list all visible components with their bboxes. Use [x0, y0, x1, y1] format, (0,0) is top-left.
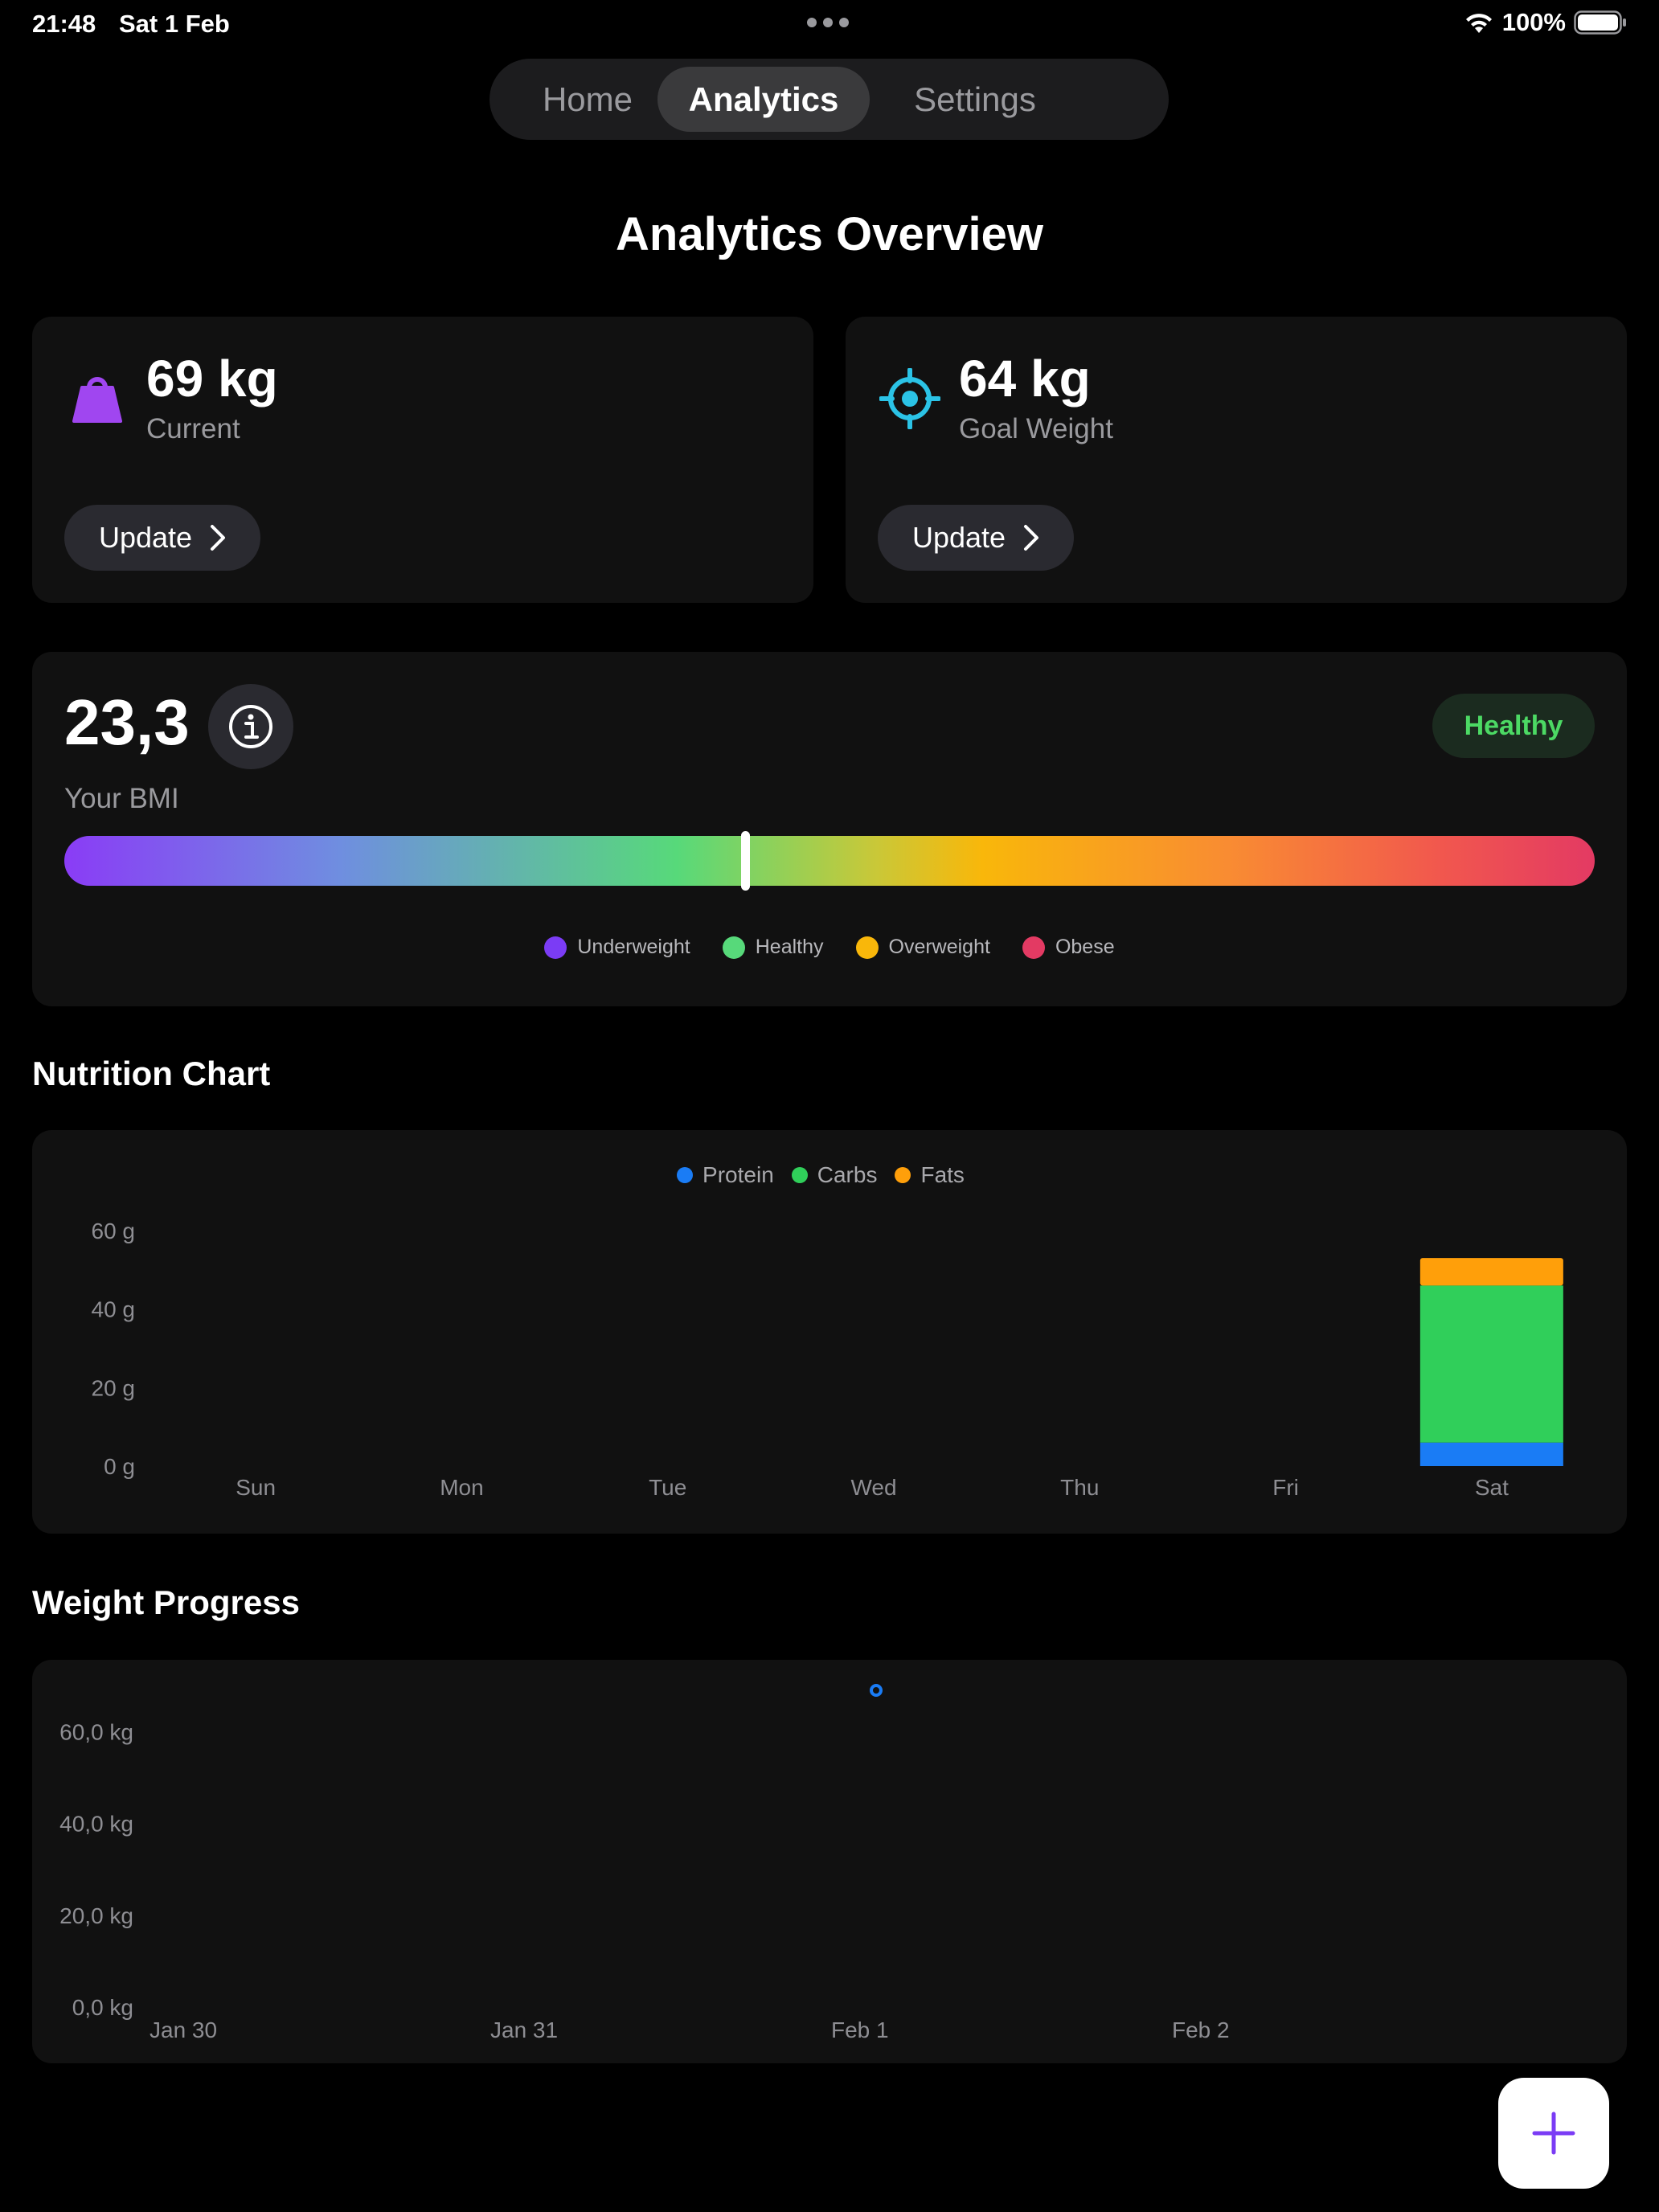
bmi-status-badge: Healthy — [1432, 694, 1595, 758]
goal-weight-card: 64 kg Goal Weight Update — [846, 317, 1627, 603]
y-tick-label: 0,0 kg — [72, 1995, 133, 2020]
weight-progress-title: Weight Progress — [32, 1583, 300, 1621]
weight-icon — [72, 377, 122, 423]
weight-progress-card: 0,0 kg 20,0 kg 40,0 kg 60,0 kg Jan 30 Jan 31 F… — [32, 1660, 1627, 2063]
current-weight-card: 69 kg Current Update — [32, 317, 813, 603]
legend-dot — [544, 936, 567, 959]
legend-dot — [1022, 936, 1045, 959]
status-date: Sat 1 Feb — [119, 10, 230, 38]
bmi-card: 23,3 Healthy Your BMI Underweight Health… — [32, 652, 1627, 1006]
legend-overweight: Overweight — [855, 936, 990, 959]
legend-label: Healthy — [755, 936, 824, 958]
legend-dot — [855, 936, 879, 959]
bmi-info-button[interactable] — [208, 684, 293, 769]
legend-dot — [722, 936, 745, 959]
bar-protein-sat[interactable] — [1419, 1442, 1563, 1466]
x-tick-label: Mon — [440, 1475, 483, 1500]
target-icon — [879, 368, 940, 429]
legend-obese: Obese — [1022, 936, 1115, 959]
chevron-right-icon — [1024, 525, 1039, 551]
page-title: Analytics Overview — [616, 208, 1043, 260]
bmi-legend: Underweight Healthy Overweight Obese — [32, 936, 1627, 959]
legend-label: Carbs — [817, 1162, 878, 1187]
chevron-right-icon — [211, 525, 226, 551]
bmi-value: 23,3 — [64, 686, 190, 758]
battery-icon — [1574, 10, 1626, 35]
x-tick-label: Feb 1 — [831, 2017, 889, 2042]
update-goal-weight-button[interactable]: Update — [878, 505, 1074, 571]
goal-weight-label: Goal Weight — [959, 413, 1113, 444]
bmi-scale-bar — [64, 831, 1595, 891]
nutrition-legend: Protein Carbs Fats — [32, 1162, 1627, 1188]
x-tick-label: Fri — [1272, 1475, 1299, 1500]
y-tick-label: 20 g — [92, 1375, 136, 1400]
x-tick-label: Thu — [1060, 1475, 1099, 1500]
battery-percent: 100% — [1501, 8, 1566, 36]
legend-label: Overweight — [888, 936, 990, 958]
legend-dot — [791, 1167, 808, 1183]
legend-underweight: Underweight — [544, 936, 690, 959]
y-tick-label: 40 g — [92, 1297, 136, 1322]
x-tick-label: Wed — [850, 1475, 896, 1500]
nutrition-chart: 0 g 20 g 40 g 60 g Sun Mon Tue Wed Thu Fri Sat — [92, 1219, 1563, 1500]
current-weight-value: 69 kg — [146, 350, 278, 408]
tab-analytics[interactable]: Analytics — [657, 67, 870, 132]
bmi-label: Your BMI — [64, 783, 179, 814]
legend-carbs: Carbs — [791, 1162, 878, 1188]
x-tick-label: Tue — [649, 1475, 686, 1500]
legend-label: Underweight — [577, 936, 690, 958]
add-entry-button[interactable] — [1498, 2078, 1609, 2189]
x-tick-label: Jan 30 — [150, 2017, 217, 2042]
tab-bar: Home Analytics Settings — [490, 59, 1169, 140]
legend-dot — [895, 1167, 911, 1183]
legend-label: Fats — [920, 1162, 965, 1187]
y-tick-label: 60 g — [92, 1219, 136, 1243]
y-tick-label: 0 g — [104, 1454, 135, 1479]
y-tick-label: 40,0 kg — [59, 1812, 133, 1837]
x-tick-label: Feb 2 — [1172, 2017, 1230, 2042]
x-tick-label: Sun — [236, 1475, 276, 1500]
tab-home[interactable]: Home — [542, 80, 633, 118]
update-current-weight-button[interactable]: Update — [64, 505, 260, 571]
status-indicators: 100% — [1464, 8, 1627, 37]
weight-data-point[interactable] — [870, 1684, 883, 1697]
info-icon — [229, 705, 272, 748]
legend-fats: Fats — [895, 1162, 965, 1188]
bar-carbs-sat[interactable] — [1419, 1285, 1563, 1443]
y-tick-label: 60,0 kg — [59, 1719, 133, 1744]
tab-settings[interactable]: Settings — [914, 80, 1036, 118]
goal-weight-value: 64 kg — [959, 350, 1091, 408]
bar-fats-sat[interactable] — [1419, 1258, 1563, 1286]
legend-healthy: Healthy — [722, 936, 824, 959]
x-tick-label: Jan 31 — [490, 2017, 558, 2042]
update-label: Update — [911, 521, 1006, 554]
plus-icon — [1532, 2112, 1575, 2155]
nutrition-chart-title: Nutrition Chart — [32, 1055, 271, 1092]
wifi-icon — [1465, 14, 1492, 33]
update-label: Update — [98, 521, 193, 554]
current-weight-label: Current — [146, 413, 240, 444]
nutrition-chart-card: Protein Carbs Fats 0 g 20 g 40 g 60 g Sun Mon Tu… — [32, 1130, 1627, 1534]
legend-label: Protein — [703, 1162, 774, 1187]
x-tick-label: Sat — [1475, 1475, 1509, 1500]
status-time: 21:48 — [32, 10, 96, 38]
legend-dot — [677, 1167, 694, 1183]
y-tick-label: 20,0 kg — [59, 1903, 133, 1928]
legend-label: Obese — [1055, 936, 1115, 958]
bmi-marker — [741, 831, 751, 891]
legend-protein: Protein — [677, 1162, 774, 1188]
weight-progress-chart: 0,0 kg 20,0 kg 40,0 kg 60,0 kg Jan 30 Jan 31 F… — [59, 1684, 1230, 2042]
multitasking-dots-icon[interactable] — [807, 18, 849, 27]
